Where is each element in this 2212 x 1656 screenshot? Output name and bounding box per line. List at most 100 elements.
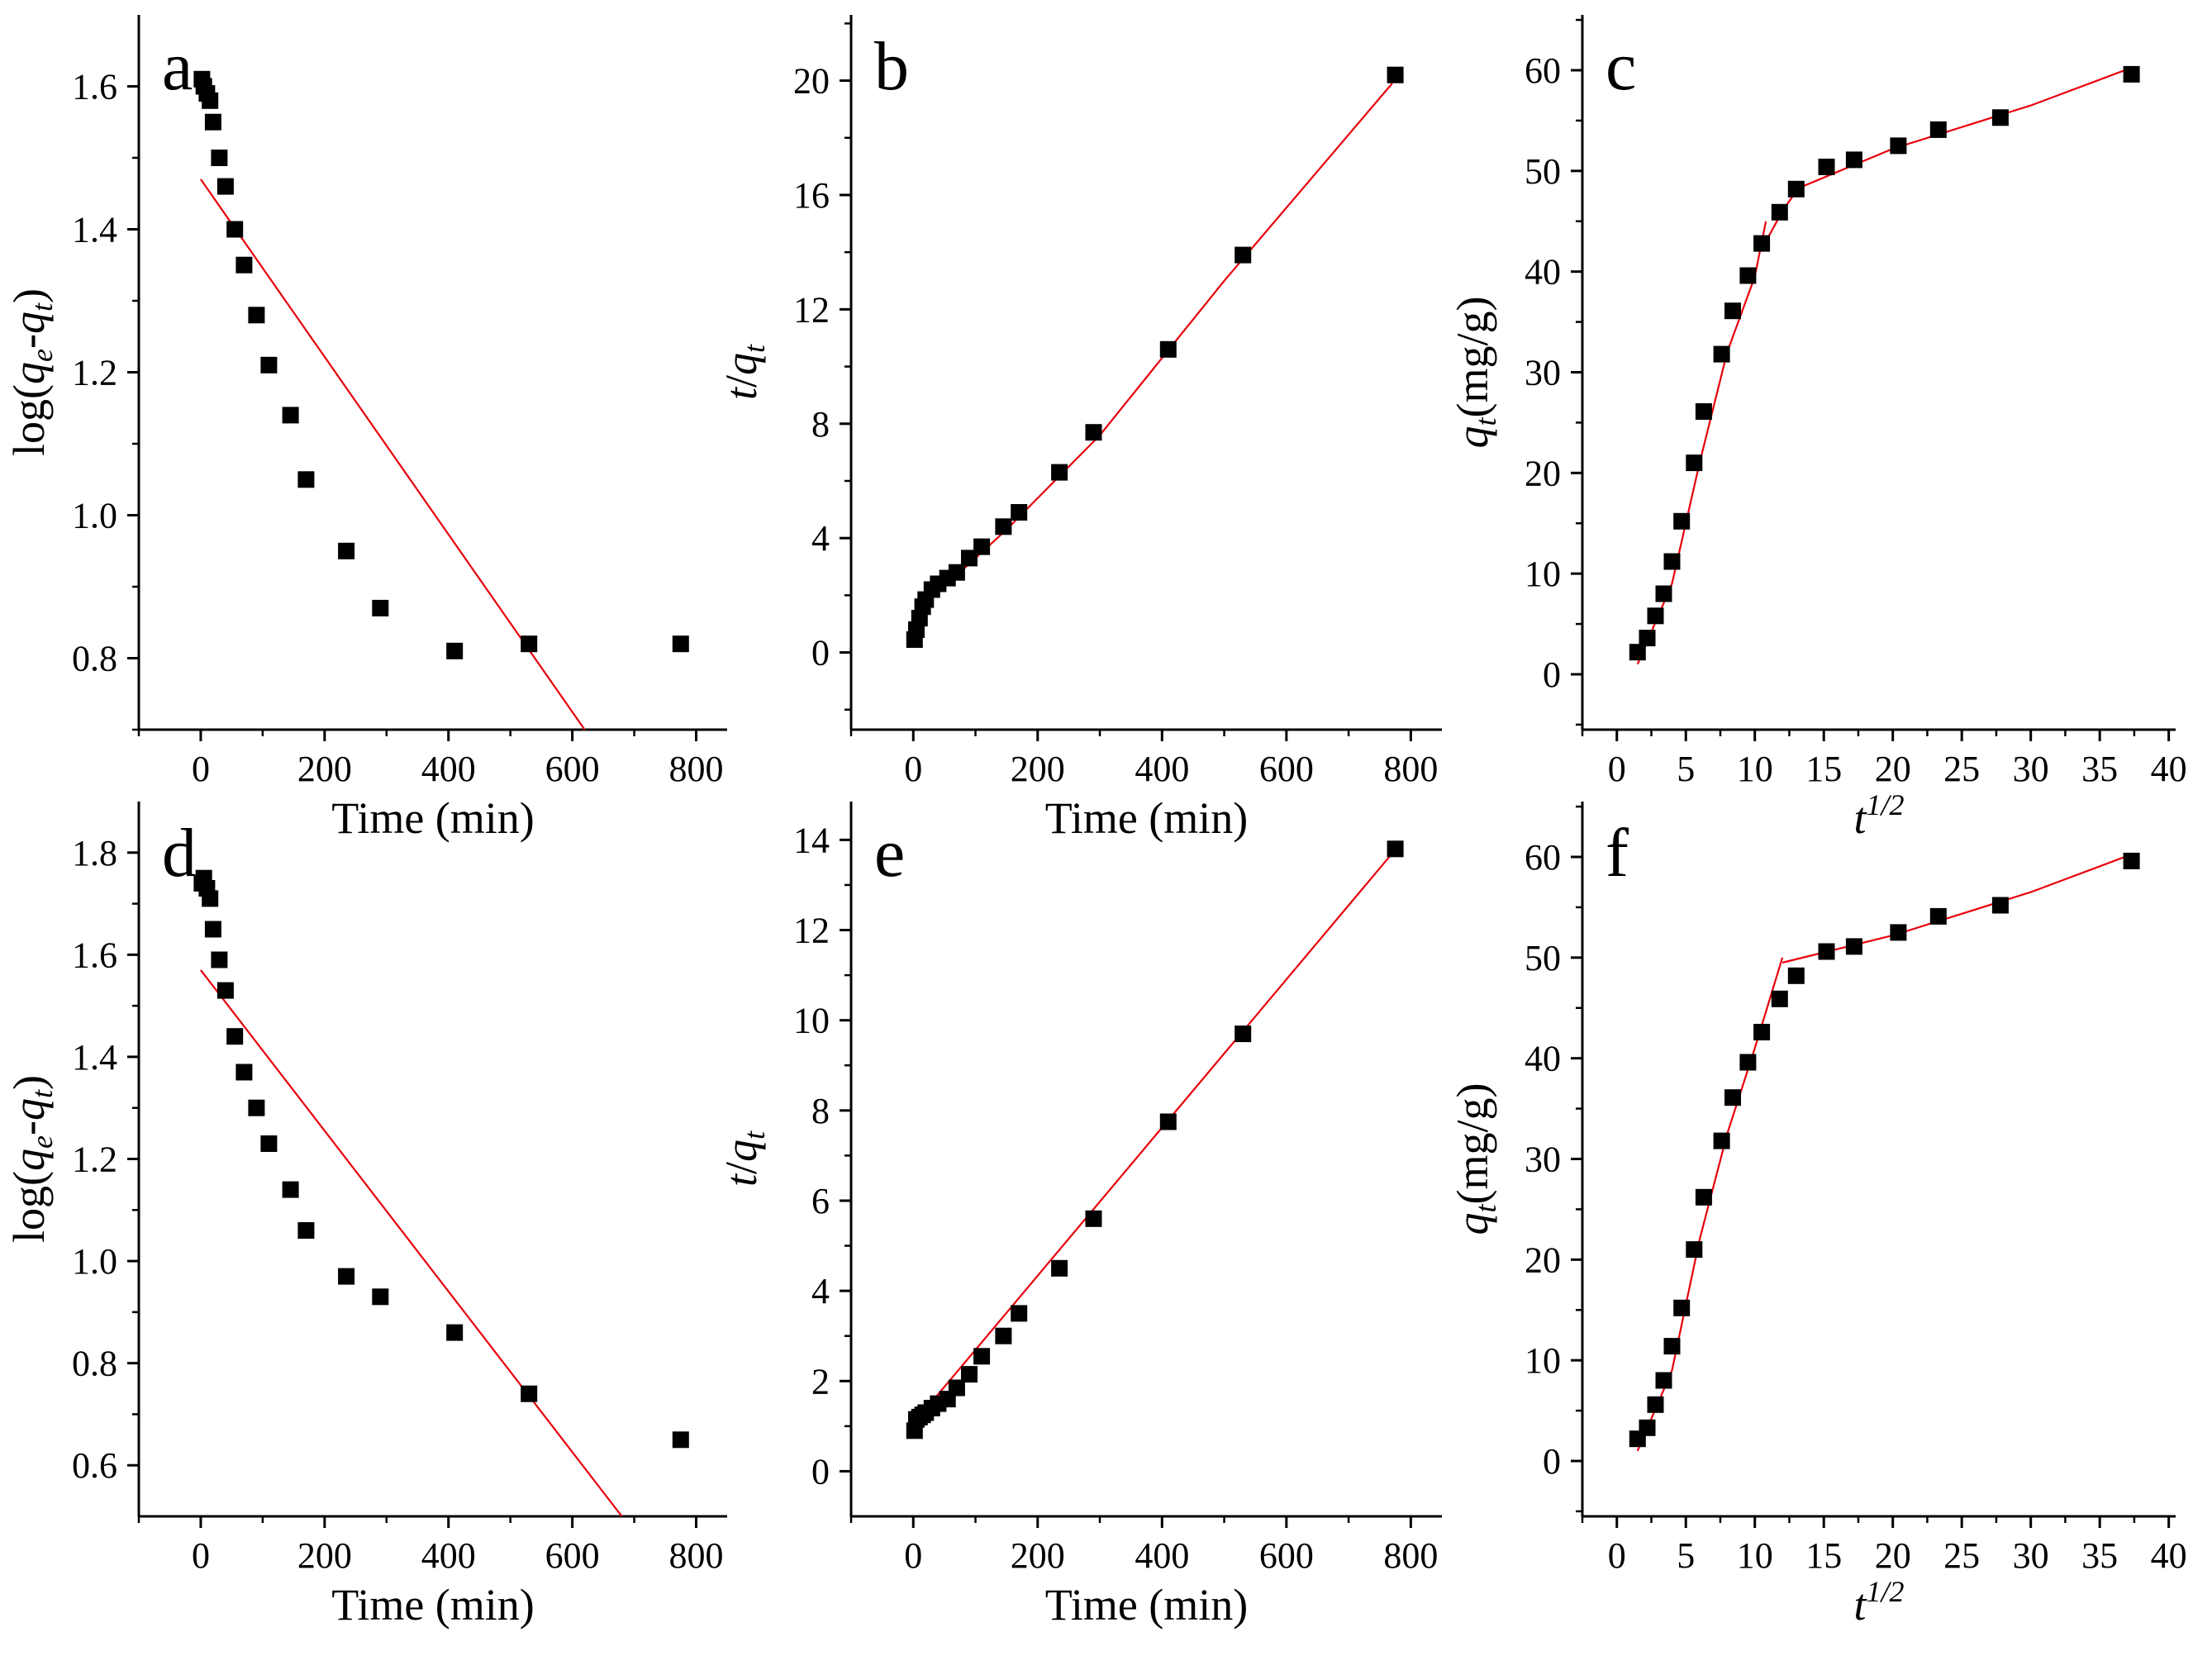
y-label-part: (mg/g) xyxy=(1448,297,1497,418)
data-point xyxy=(1890,137,1907,155)
y-tick-label: 0.8 xyxy=(72,1344,117,1384)
data-point xyxy=(1771,990,1788,1007)
y-tick-label: 1.4 xyxy=(72,1037,117,1078)
data-point xyxy=(211,150,228,166)
data-point xyxy=(1234,246,1252,264)
x-axis-label: t1/2 xyxy=(1853,1575,1904,1630)
data-point xyxy=(297,1222,315,1239)
data-point xyxy=(1890,924,1907,941)
x-tick-label: 600 xyxy=(545,749,600,789)
y-axis-label: qt(mg/g) xyxy=(1448,1083,1502,1235)
data-point xyxy=(672,635,689,653)
data-point xyxy=(1085,424,1102,441)
data-point xyxy=(260,1135,278,1152)
data-point xyxy=(1753,1024,1771,1040)
y-axis-label: log(qe-qt) xyxy=(4,1075,59,1243)
data-point xyxy=(948,564,965,581)
x-tick-label: 400 xyxy=(421,1535,476,1576)
y-tick-label: 6 xyxy=(811,1181,830,1221)
data-point xyxy=(1655,585,1672,602)
x-tick-label: 800 xyxy=(1383,749,1438,789)
data-point xyxy=(1647,607,1664,625)
x-axis-label: Time (min) xyxy=(1045,793,1249,843)
y-tick-label: 40 xyxy=(1525,252,1561,293)
x-tick-label: 200 xyxy=(297,1535,352,1576)
x-axis-label-var: t xyxy=(1853,1580,1867,1630)
y-tick-label: 20 xyxy=(793,61,830,102)
x-tick-label: 30 xyxy=(2013,749,2049,789)
x-tick-label: 400 xyxy=(1135,1535,1189,1576)
data-point xyxy=(1647,1396,1664,1413)
x-axis-label: t1/2 xyxy=(1853,788,1904,843)
y-tick-label: 12 xyxy=(793,911,830,951)
chart-panel-c: 0 5 10 15 20 25 30 35 400102030405060t1/2qt(mg/g… xyxy=(1448,15,2187,843)
y-tick-label: 1.6 xyxy=(72,67,117,107)
data-point xyxy=(1739,267,1757,284)
data-point xyxy=(1845,151,1862,169)
data-point xyxy=(1051,1259,1068,1277)
x-tick-label: 40 xyxy=(2151,749,2187,789)
data-point xyxy=(1695,1188,1712,1206)
fit-line xyxy=(1796,68,2128,190)
data-point xyxy=(995,518,1012,535)
x-tick-label: 600 xyxy=(545,1535,600,1576)
y-tick-label: 20 xyxy=(1525,453,1561,493)
x-axis-label: Time (min) xyxy=(331,793,535,843)
data-point xyxy=(1753,235,1771,252)
y-tick-label: 1.0 xyxy=(72,496,117,536)
x-tick-label: 40 xyxy=(2151,1535,2187,1576)
data-point xyxy=(1713,1132,1730,1149)
x-tick-label: 10 xyxy=(1737,749,1773,789)
data-point xyxy=(1929,121,1947,138)
x-tick-label: 400 xyxy=(1135,749,1189,789)
x-tick-label: 0 xyxy=(192,749,210,789)
data-point xyxy=(446,642,464,659)
fit-line xyxy=(199,178,586,730)
y-tick-label: 0 xyxy=(811,1451,830,1492)
y-tick-label: 8 xyxy=(811,404,830,445)
y-label-part: q xyxy=(1448,426,1497,449)
y-label-part: / xyxy=(716,375,766,388)
x-tick-label: 0 xyxy=(1608,749,1626,789)
data-point xyxy=(2123,65,2140,83)
y-label-part: q xyxy=(4,1149,54,1171)
x-tick-label: 20 xyxy=(1875,749,1911,789)
y-label-part: q xyxy=(4,362,54,384)
y-label-part: t xyxy=(716,386,766,400)
x-tick-label: 15 xyxy=(1805,749,1842,789)
data-point xyxy=(202,890,219,907)
panel-label: e xyxy=(874,815,905,892)
data-point xyxy=(235,1064,253,1081)
data-point xyxy=(672,1431,689,1449)
y-label-part: / xyxy=(716,1162,766,1174)
y-tick-label: 1.8 xyxy=(72,833,117,873)
data-point xyxy=(948,1379,965,1397)
x-tick-label: 20 xyxy=(1875,1535,1911,1576)
y-label-subscript: t xyxy=(1469,417,1502,426)
x-axis-label-var: t xyxy=(1853,793,1867,843)
y-tick-label: 50 xyxy=(1525,938,1561,978)
data-point xyxy=(1724,1089,1741,1106)
y-label-part: - xyxy=(4,1121,54,1135)
y-tick-label: 8 xyxy=(811,1091,830,1131)
y-label-part: q xyxy=(4,312,54,334)
y-tick-label: 0 xyxy=(1543,1441,1561,1482)
x-tick-label: 200 xyxy=(1011,1535,1065,1576)
data-point xyxy=(282,407,299,424)
y-tick-label: 0.6 xyxy=(72,1445,117,1486)
y-axis-label: log(qe-qt) xyxy=(4,288,59,456)
y-tick-label: 2 xyxy=(811,1361,830,1401)
data-point xyxy=(1673,1299,1691,1316)
y-tick-label: 14 xyxy=(793,820,830,860)
y-tick-label: 20 xyxy=(1525,1240,1561,1280)
data-point xyxy=(1686,1241,1703,1259)
y-tick-label: 60 xyxy=(1525,50,1561,91)
data-point xyxy=(216,178,234,195)
panel-label: b xyxy=(874,28,909,105)
data-point xyxy=(1663,1338,1681,1355)
x-tick-label: 10 xyxy=(1737,1535,1773,1576)
y-tick-label: 0 xyxy=(811,633,830,673)
panel-label: a xyxy=(162,28,193,105)
data-point xyxy=(204,113,221,131)
